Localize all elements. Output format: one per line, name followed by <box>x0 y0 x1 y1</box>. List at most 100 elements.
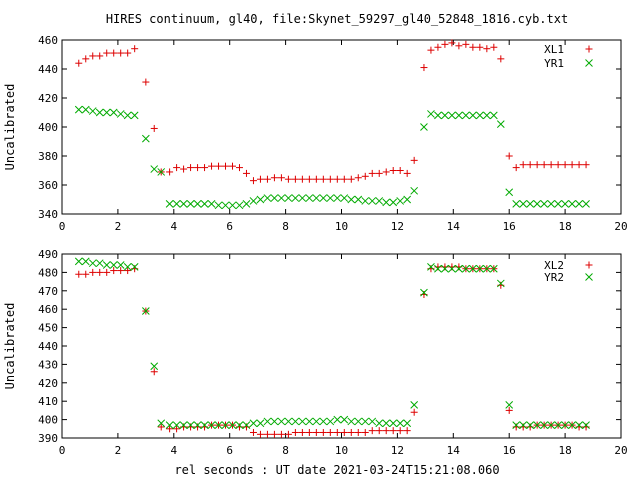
data-point <box>235 164 243 172</box>
marker-stroke <box>505 188 514 197</box>
data-point <box>319 194 328 202</box>
data-point <box>382 419 391 428</box>
data-point <box>505 152 513 160</box>
marker-stroke <box>319 417 328 426</box>
marker-stroke <box>396 419 405 428</box>
y-axis-label: Uncalibrated <box>3 303 17 390</box>
marker-stroke <box>585 273 593 281</box>
data-point <box>82 270 90 278</box>
data-point <box>141 307 150 315</box>
data-point <box>420 123 428 131</box>
legend-marker <box>585 273 593 281</box>
data-point <box>489 111 498 120</box>
data-point <box>172 421 181 429</box>
data-point <box>368 169 376 177</box>
data-point <box>396 167 404 174</box>
data-point <box>215 162 223 170</box>
marker-stroke <box>221 201 230 210</box>
data-point <box>124 267 132 275</box>
data-point <box>75 270 83 278</box>
marker-stroke <box>333 415 342 424</box>
data-point <box>103 49 111 57</box>
legend-marker <box>585 45 593 53</box>
marker-stroke <box>130 111 139 120</box>
data-point <box>81 105 90 114</box>
marker-stroke <box>109 261 118 269</box>
data-point <box>109 261 118 269</box>
data-point <box>482 111 491 120</box>
data-point <box>354 174 362 182</box>
data-point <box>575 421 583 429</box>
y-tick-label: 440 <box>38 63 58 76</box>
marker-stroke <box>291 194 300 202</box>
data-point <box>347 195 356 204</box>
data-point <box>319 175 327 183</box>
data-point <box>519 421 528 429</box>
marker-stroke <box>519 199 528 208</box>
data-point <box>96 52 104 60</box>
data-point <box>88 259 97 268</box>
marker-stroke <box>469 264 477 273</box>
marker-stroke <box>420 288 428 297</box>
data-point <box>235 421 244 429</box>
marker-stroke <box>434 264 442 273</box>
marker-stroke <box>95 259 104 268</box>
data-point <box>455 264 463 273</box>
data-point <box>427 263 435 271</box>
data-point <box>89 268 97 276</box>
data-point <box>291 417 300 426</box>
data-point <box>396 197 405 205</box>
data-point <box>263 430 271 438</box>
data-point <box>249 428 257 436</box>
data-point <box>74 257 83 266</box>
marker-stroke <box>102 261 111 269</box>
data-point <box>340 428 348 436</box>
x-tick-label: 14 <box>447 444 461 457</box>
data-point <box>375 169 383 177</box>
data-point <box>420 64 428 72</box>
x-tick-label: 20 <box>614 444 627 457</box>
marker-stroke <box>340 194 349 202</box>
marker-stroke <box>582 199 590 208</box>
data-point <box>505 188 514 197</box>
data-point <box>298 417 307 426</box>
data-point <box>505 406 513 414</box>
series-YR1 <box>74 105 590 210</box>
marker-stroke <box>88 259 97 268</box>
data-point <box>582 421 590 429</box>
series-YR2 <box>74 257 590 429</box>
marker-stroke <box>249 419 258 428</box>
data-point <box>512 421 521 429</box>
x-tick-label: 12 <box>391 220 404 233</box>
data-point <box>347 175 355 183</box>
marker-stroke <box>130 263 139 271</box>
data-point <box>554 199 562 208</box>
marker-stroke <box>354 417 363 426</box>
data-point <box>172 199 181 208</box>
data-point <box>568 199 576 208</box>
data-point <box>194 164 202 172</box>
data-point <box>427 46 435 54</box>
data-point <box>319 428 327 436</box>
data-point <box>475 111 484 120</box>
marker-stroke <box>81 257 90 266</box>
data-point <box>490 43 498 51</box>
data-point <box>347 428 355 436</box>
data-point <box>277 194 286 202</box>
marker-stroke <box>547 199 555 208</box>
data-point <box>305 428 313 436</box>
data-point <box>270 430 278 438</box>
data-point <box>165 199 174 208</box>
data-point <box>96 268 104 276</box>
data-point <box>568 161 576 169</box>
data-point <box>312 194 321 202</box>
data-point <box>561 161 569 169</box>
marker-stroke <box>256 195 265 204</box>
data-point <box>389 167 397 174</box>
marker-stroke <box>141 307 150 315</box>
marker-stroke <box>455 111 463 120</box>
y-tick-label: 380 <box>38 150 58 163</box>
marker-stroke <box>235 421 244 429</box>
marker-stroke <box>95 108 104 117</box>
marker-stroke <box>179 199 188 208</box>
